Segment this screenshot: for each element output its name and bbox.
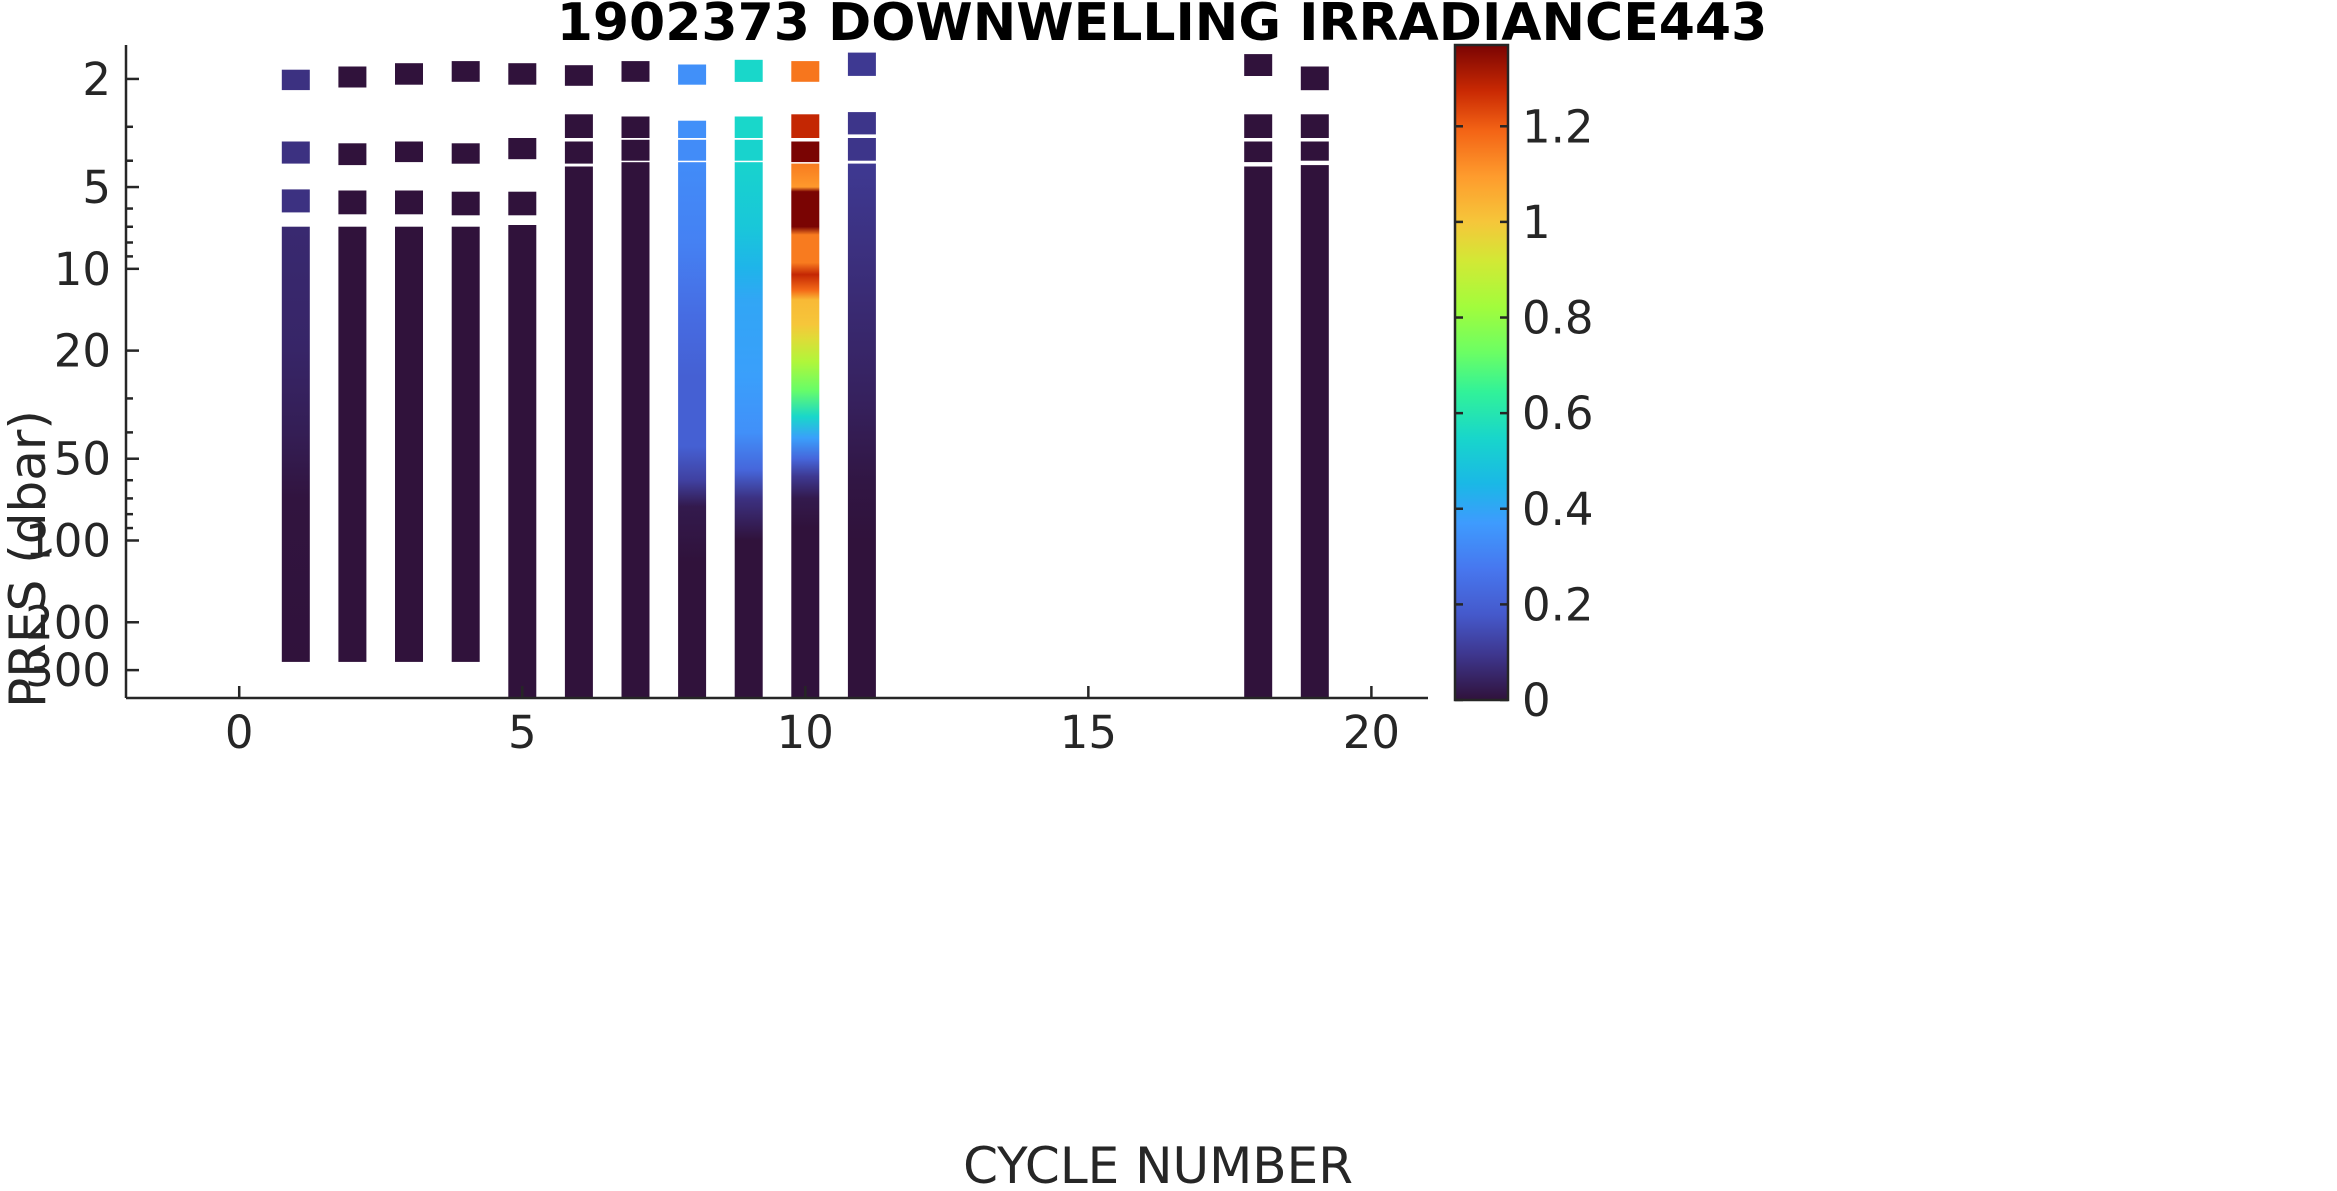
colorbar-tick-label: 1.2 [1522, 100, 1594, 153]
profile-segment [508, 138, 537, 160]
profile-segment [847, 163, 876, 699]
x-tick-label: 5 [508, 706, 537, 759]
y-tick-label: 5 [82, 161, 111, 214]
colorbar-tick-label: 0.2 [1522, 578, 1594, 631]
profile-column [338, 66, 367, 662]
profile-segment [395, 63, 423, 85]
profile-segment [338, 143, 367, 166]
colorbar-gradient [1455, 45, 1508, 700]
profile-segment [678, 120, 707, 138]
profile-segment [508, 225, 537, 698]
y-axis-label: PRES (dbar) [0, 410, 57, 708]
profile-segment [621, 139, 650, 161]
profile-column [508, 63, 537, 698]
profile-segment [338, 66, 367, 88]
profile-segment [1300, 141, 1329, 161]
profile-segment [281, 189, 310, 213]
profile-segment [847, 52, 876, 76]
x-tick-label: 15 [1060, 706, 1117, 759]
profile-segment [791, 163, 820, 699]
colorbar: 0 0.2 0.4 0.6 0.8 1 1.2 [1453, 43, 1594, 727]
profile-column [1244, 54, 1273, 698]
profile-column [395, 63, 423, 662]
profile-segment [395, 190, 423, 215]
colorbar-tick-label: 0.8 [1522, 292, 1594, 345]
profile-segment [791, 114, 820, 138]
profile-segment [734, 59, 763, 82]
chart-title: 1902373 DOWNWELLING IRRADIANCE443 [557, 0, 1768, 53]
y-tick-label: 2 [82, 53, 111, 106]
profile-segment [281, 69, 310, 91]
plot-area [281, 52, 1329, 699]
y-tick-label: 10 [54, 243, 111, 296]
profile-segment [508, 63, 537, 85]
colorbar-tick-label: 0 [1522, 674, 1551, 727]
colorbar-tick-label: 0.4 [1522, 483, 1594, 536]
x-tick-label: 20 [1343, 706, 1400, 759]
profile-segment [508, 191, 537, 216]
profile-column [621, 61, 650, 698]
profile-column [564, 65, 593, 698]
profile-segment [1300, 66, 1329, 91]
profile-segment [564, 65, 593, 86]
profile-segment [1244, 114, 1273, 138]
profile-column [281, 69, 310, 662]
profile-segment [451, 226, 480, 662]
profile-column [734, 59, 763, 698]
profile-segment [564, 141, 593, 164]
profile-column [791, 61, 820, 699]
profile-segment [338, 190, 367, 215]
profile-segment [1300, 114, 1329, 138]
profile-segment [1244, 54, 1273, 76]
y-tick-label: 200 [25, 596, 111, 649]
profile-column [678, 64, 707, 698]
y-tick-label: 100 [25, 514, 111, 567]
profile-segment [1300, 165, 1329, 699]
profile-segment [1244, 166, 1273, 698]
profile-segment [451, 143, 480, 164]
colorbar-frame [1453, 43, 1510, 702]
profile-column [847, 52, 876, 699]
profile-segment [564, 114, 593, 138]
colorbar-tick-label: 1 [1522, 196, 1551, 249]
profile-segment [281, 141, 310, 164]
profile-segment [678, 64, 707, 85]
profile-segment [734, 139, 763, 161]
profile-segment [791, 141, 820, 163]
profile-segment [847, 112, 876, 135]
profile-segment [338, 226, 367, 662]
y-tick-label: 50 [54, 433, 111, 486]
profile-column [1300, 66, 1329, 699]
x-tick-label: 0 [225, 706, 254, 759]
profile-segment [1244, 141, 1273, 163]
profile-column [451, 61, 480, 662]
profile-segment [621, 116, 650, 138]
profile-segment [678, 139, 707, 161]
profile-segment [791, 61, 820, 82]
profile-segment [734, 116, 763, 138]
profile-segment [395, 226, 423, 662]
profile-segment [621, 61, 650, 82]
x-axis-label: CYCLE NUMBER [963, 1137, 1353, 1187]
y-tick-label: 20 [54, 325, 111, 378]
profile-segment [451, 191, 480, 216]
profile-segment [734, 162, 763, 698]
x-tick-label: 10 [777, 706, 834, 759]
profile-segment [847, 138, 876, 161]
profile-segment [281, 226, 310, 662]
profile-segment [451, 61, 480, 82]
profile-segment [395, 141, 423, 163]
profile-segment [621, 162, 650, 698]
y-tick-label: 300 [25, 644, 111, 697]
profile-segment [564, 166, 593, 698]
profile-segment [678, 162, 707, 698]
colorbar-tick-label: 0.6 [1522, 387, 1594, 440]
